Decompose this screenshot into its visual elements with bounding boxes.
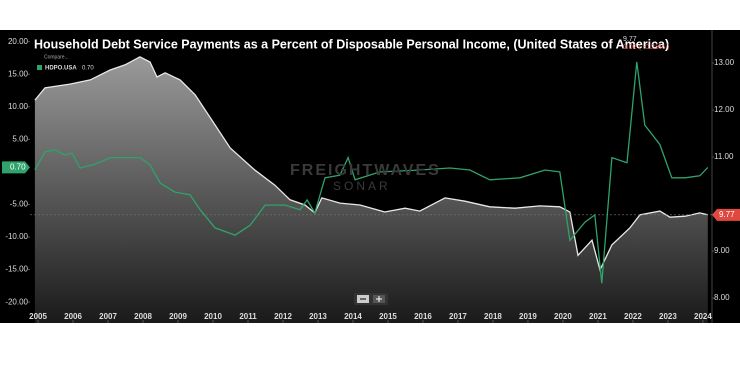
watermark: FREIGHTWAVES <box>290 162 441 179</box>
compare-label[interactable]: Compare... <box>44 54 69 60</box>
watermark: SONAR <box>333 179 391 193</box>
area <box>34 56 708 323</box>
badge <box>2 161 30 174</box>
left-axis-background <box>0 30 30 323</box>
legend-label[interactable]: HDPO.USA <box>45 66 77 72</box>
x-tick-label: 2022 <box>624 312 642 321</box>
x-tick-label: 2019 <box>519 312 537 321</box>
y-tick-label: 15.00 <box>8 69 29 78</box>
y2-tick-label: 9.00 <box>714 246 730 255</box>
chart-title: Household Debt Service Payments as a Per… <box>34 37 669 51</box>
y-tick-label: -15.00 <box>5 265 28 274</box>
x-tick-label: 2024 <box>694 312 712 321</box>
y-tick-label: -10.00 <box>5 232 28 241</box>
x-tick-label: 2012 <box>274 312 292 321</box>
quote-value: 9.77 <box>623 36 637 43</box>
last-value-badge: 0.70 <box>10 162 26 171</box>
y-tick-label: 10.00 <box>8 102 29 111</box>
quote-change: 0.02 ( -0.21% ) <box>623 44 669 51</box>
x-tick-label: 2017 <box>449 312 467 321</box>
x-tick-label: 2018 <box>484 312 502 321</box>
x-tick-label: 2021 <box>589 312 607 321</box>
x-tick-label: 2016 <box>414 312 432 321</box>
x-tick-label: 2009 <box>169 312 187 321</box>
x-tick-label: 2015 <box>379 312 397 321</box>
y2-tick-label: 12.00 <box>714 105 735 114</box>
y2-tick-label: 13.00 <box>714 58 735 67</box>
x-tick-label: 2014 <box>344 312 362 321</box>
x-tick-label: 2005 <box>29 312 47 321</box>
y-tick-label: 20.00 <box>8 37 29 46</box>
x-tick-label: 2020 <box>554 312 572 321</box>
y2-tick-label: 11.00 <box>714 152 734 161</box>
line <box>34 61 709 284</box>
legend-value: 0.70 <box>82 66 94 72</box>
x-tick-label: 2006 <box>64 312 82 321</box>
x-tick-label: 2007 <box>99 312 117 321</box>
x-tick-label: 2010 <box>204 312 222 321</box>
x-tick-label: 2011 <box>239 312 257 321</box>
y-tick-label: -5.00 <box>10 200 29 209</box>
y2-tick-label: 8.00 <box>714 293 730 302</box>
x-tick-label: 2023 <box>659 312 677 321</box>
x-tick-label: 2013 <box>309 312 327 321</box>
x-tick-label: 2008 <box>134 312 152 321</box>
last-value-badge: 9.77 <box>719 210 735 219</box>
line <box>34 56 708 272</box>
legend-swatch <box>37 65 42 70</box>
badge <box>712 208 740 221</box>
y-tick-label: -20.00 <box>5 297 28 306</box>
y-tick-label: 5.00 <box>12 134 28 143</box>
plot-layer <box>30 56 712 323</box>
right-axis-background <box>712 30 740 323</box>
